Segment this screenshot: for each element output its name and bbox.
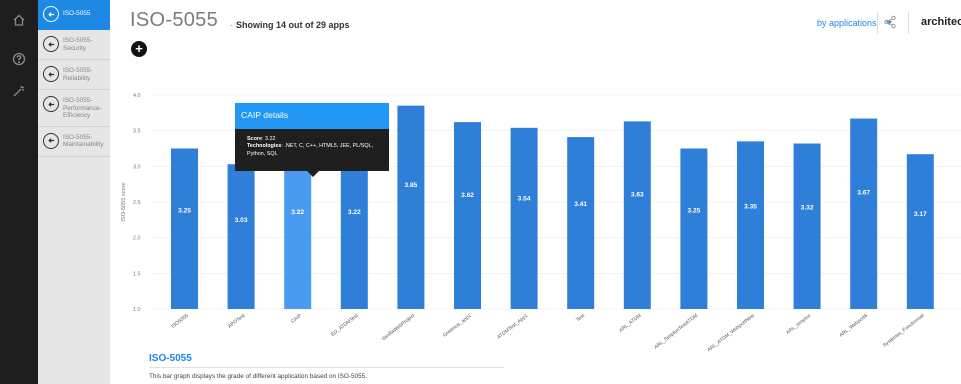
header-divider xyxy=(877,12,878,34)
x-tick-label: Greenius_app1 xyxy=(442,313,473,339)
add-button[interactable]: + xyxy=(131,41,147,57)
y-tick-label: 3.5 xyxy=(133,129,141,135)
bar[interactable] xyxy=(171,148,198,310)
bar-value-label: 3.35 xyxy=(744,203,757,210)
x-tick-label: APOTest xyxy=(227,312,247,329)
x-tick-label: ARL_SimplonTestATDM xyxy=(653,313,699,351)
description-text: This bar graph displays the grade of dif… xyxy=(149,373,368,380)
app-count-text: Showing 14 out of 29 apps xyxy=(236,20,350,30)
sidebar-item-label: ISO-5055-Maintainability xyxy=(63,133,104,149)
x-tick-label: ARL_ATDM xyxy=(618,313,642,334)
tooltip-tech-label: Technologies xyxy=(247,143,282,150)
y-tick-label: 2.0 xyxy=(133,236,141,242)
tooltip-score: Score: 3.22 xyxy=(247,136,381,143)
sidebar-item-label: ISO-5055 xyxy=(63,10,91,17)
bar[interactable] xyxy=(227,164,255,309)
tooltip-score-value: : 3.22 xyxy=(261,136,276,142)
sidebar: ISO-5055 ISO-5055-Security ISO-5055-Reliab… xyxy=(38,0,110,384)
bar-value-label: 3.63 xyxy=(631,191,644,198)
bar-value-label: 3.25 xyxy=(178,208,191,215)
x-tick-label: ARL_simplon xyxy=(785,313,812,336)
wand-icon[interactable] xyxy=(0,76,38,106)
sidebar-item[interactable]: ISO-5055-Performance-Efficiency xyxy=(38,90,110,127)
back-arrow-icon xyxy=(43,6,59,22)
x-tick-label: ATDMTest_App1 xyxy=(496,313,529,341)
bar[interactable] xyxy=(906,154,934,309)
header-divider xyxy=(908,12,909,34)
y-tick-label: 2.5 xyxy=(133,200,141,206)
caip-tooltip: CAIP details Score: 3.22 Technologies: .… xyxy=(235,103,389,177)
x-tick-label: ARL_Webport6 xyxy=(838,313,869,339)
bar-value-label: 3.32 xyxy=(801,205,814,212)
bar[interactable] xyxy=(623,121,651,309)
tooltip-tech-value: : .NET, C, C++, HTML5, JEE, PL/SQL, Pyth… xyxy=(247,143,374,157)
x-tick-label: ISO5055 xyxy=(170,313,189,330)
tooltip-technologies: Technologies: .NET, C, C++, HTML5, JEE, … xyxy=(247,143,381,158)
sidebar-item-label: ISO-5055-Security xyxy=(63,37,93,52)
page-title: ISO-5055 xyxy=(130,9,219,31)
back-arrow-icon xyxy=(43,36,59,52)
back-arrow-icon xyxy=(43,132,59,149)
x-tick-label: ARL_ATDM_WebportNew xyxy=(706,313,756,354)
brand-label: architect xyxy=(921,16,961,28)
bar-value-label: 3.85 xyxy=(404,182,417,189)
bar[interactable] xyxy=(397,105,425,309)
x-tick-label: ED_ATDMTest xyxy=(330,312,360,337)
bar[interactable] xyxy=(340,150,368,309)
y-tick-label: 4.0 xyxy=(133,93,141,99)
x-tick-label: CAIP xyxy=(290,312,303,324)
back-arrow-icon xyxy=(43,96,59,112)
bar-value-label: 3.22 xyxy=(291,209,304,216)
help-icon[interactable] xyxy=(0,44,38,74)
y-tick-label: 1.5 xyxy=(133,271,141,277)
bar-value-label: 3.67 xyxy=(857,190,870,197)
bar-value-label: 3.03 xyxy=(235,217,248,224)
description-title: ISO-5055 xyxy=(149,353,192,364)
app-count: - Showing 14 out of 29 apps xyxy=(230,20,350,30)
bar[interactable] xyxy=(510,127,538,310)
bar-chart: 1.0 1.5 2.0 2.5 3.0 3.5 4.0 ISO-5055 score 3.25 I… xyxy=(121,93,961,354)
bar[interactable] xyxy=(737,141,764,309)
title-dash: - xyxy=(230,20,233,30)
bar-value-label: 3.17 xyxy=(914,211,927,218)
sidebar-item[interactable]: ISO-5055-Maintainability xyxy=(38,127,110,157)
x-tick-label: Test xyxy=(575,312,586,323)
bar-value-label: 3.22 xyxy=(348,209,361,216)
share-icon[interactable] xyxy=(883,15,899,31)
bar[interactable] xyxy=(850,118,878,309)
home-icon[interactable] xyxy=(0,5,38,35)
x-tick-label: Systemes_Fonctionnel xyxy=(882,313,926,349)
sidebar-item-label: ISO-5055-Performance-Efficiency xyxy=(63,97,102,120)
x-tick-label: VanillaWebProject xyxy=(381,312,417,342)
tooltip-body: Score: 3.22 Technologies: .NET, C, C++, … xyxy=(235,129,389,171)
bar[interactable] xyxy=(680,148,708,310)
y-tick-label: 1.0 xyxy=(133,307,141,313)
bar-value-label: 3.25 xyxy=(687,208,700,215)
view-select[interactable]: by applications xyxy=(817,18,892,28)
sidebar-item[interactable]: ISO-5055-Security xyxy=(38,30,110,60)
y-tick-label: 3.0 xyxy=(133,164,141,170)
tooltip-title: CAIP details xyxy=(235,103,389,129)
bar-value-label: 3.62 xyxy=(461,192,474,199)
bar[interactable] xyxy=(793,143,821,309)
sidebar-item-label: ISO-5055-Reliability xyxy=(63,67,93,82)
back-arrow-icon xyxy=(43,66,59,82)
bar-value-label: 3.54 xyxy=(518,195,531,202)
bar-value-label: 3.41 xyxy=(574,201,587,208)
y-axis-title: ISO-5055 score xyxy=(121,182,127,221)
view-select-label: by applications xyxy=(817,18,877,28)
bar[interactable] xyxy=(567,137,595,309)
bar[interactable] xyxy=(454,122,481,310)
tooltip-score-label: Score xyxy=(247,136,262,142)
bar[interactable] xyxy=(284,150,312,309)
tooltip-arrow xyxy=(307,171,319,177)
description-divider xyxy=(149,367,504,368)
sidebar-item[interactable]: ISO-5055-Reliability xyxy=(38,60,110,90)
left-rail xyxy=(0,0,38,384)
sidebar-item[interactable]: ISO-5055 xyxy=(38,0,110,30)
